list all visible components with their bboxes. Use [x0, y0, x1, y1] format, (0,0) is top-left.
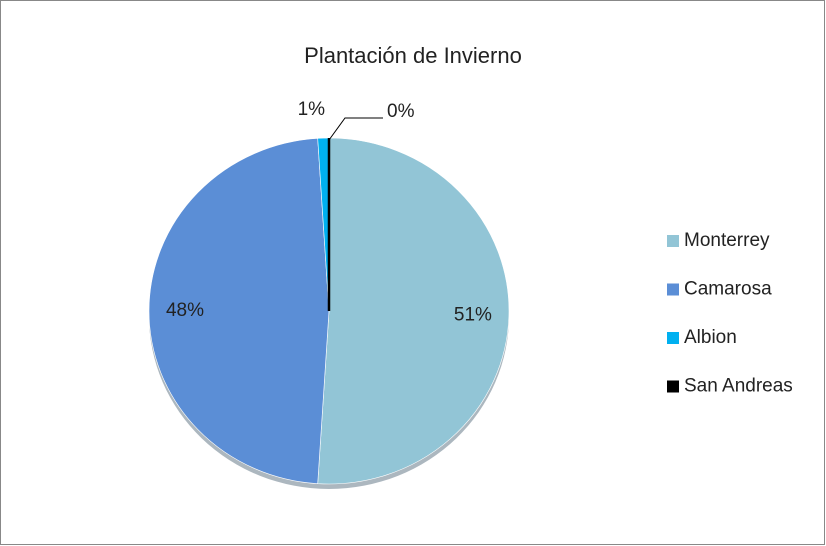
- legend-swatch: [667, 235, 679, 247]
- data-label: 1%: [298, 99, 326, 120]
- legend-label: Camarosa: [684, 279, 772, 300]
- data-label: 48%: [166, 300, 204, 321]
- leader-line: [328, 117, 383, 141]
- data-label: 51%: [454, 304, 492, 325]
- legend-label: Monterrey: [684, 230, 770, 251]
- data-label: 0%: [387, 101, 415, 122]
- legend-swatch: [667, 283, 679, 296]
- pie-slice: [148, 138, 330, 484]
- legend-swatch: [667, 380, 679, 393]
- pie-slice: [317, 137, 510, 485]
- legend-label: San Andreas: [684, 376, 793, 397]
- chart-title: Plantación de Invierno: [304, 43, 522, 68]
- legend-swatch: [667, 332, 679, 344]
- legend-label: Albion: [684, 327, 737, 348]
